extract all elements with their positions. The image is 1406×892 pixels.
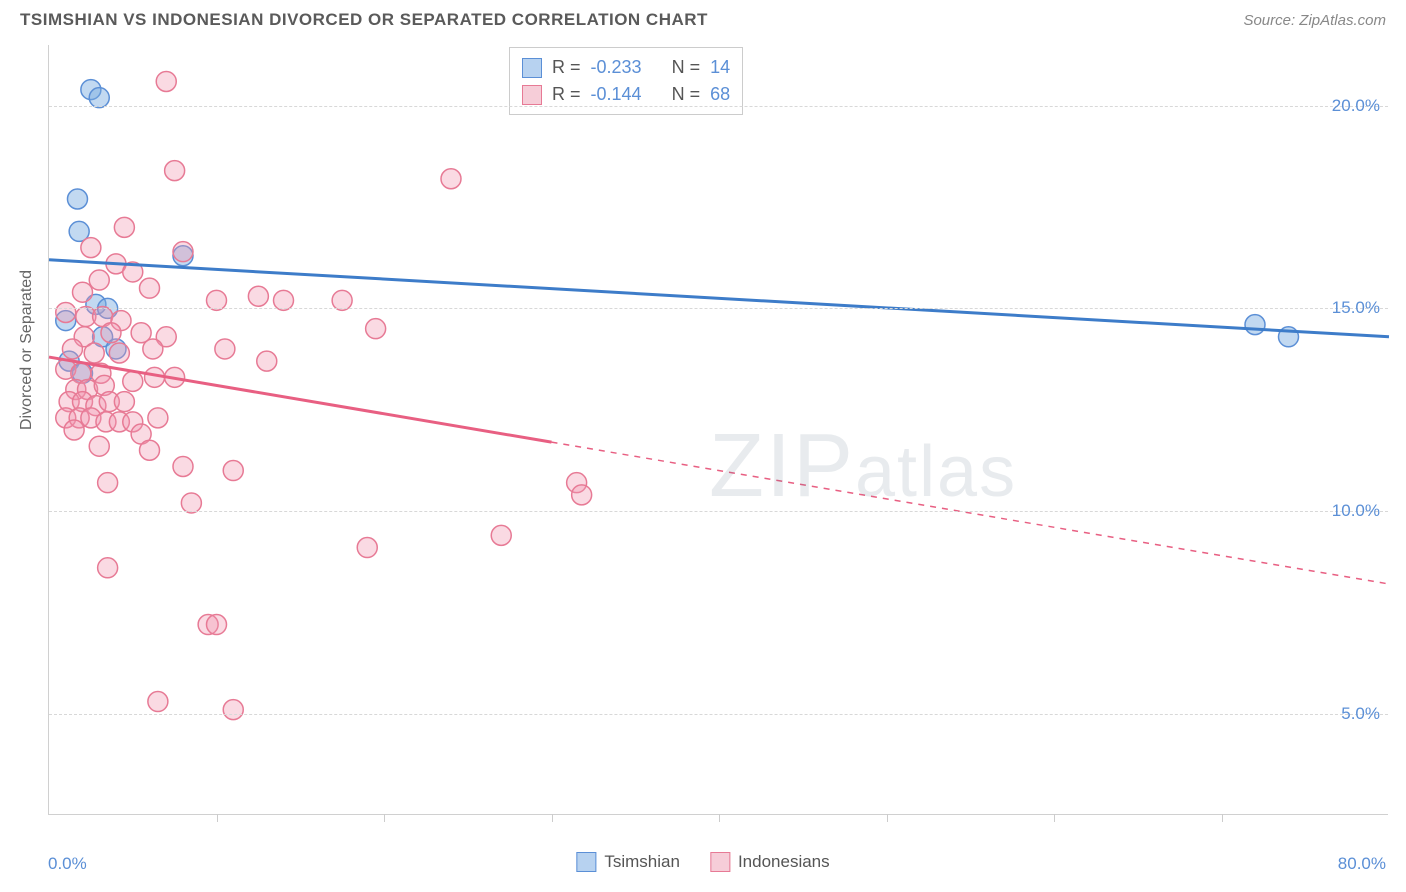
x-tick-min: 0.0%	[48, 854, 87, 874]
scatter-point	[572, 485, 592, 505]
scatter-point	[143, 339, 163, 359]
scatter-point	[101, 323, 121, 343]
chart-plot-area: ZIPatlas R = -0.233N = 14R = -0.144N = 6…	[48, 45, 1388, 815]
scatter-point	[114, 217, 134, 237]
scatter-point	[123, 371, 143, 391]
gridline	[49, 511, 1388, 512]
scatter-point	[223, 461, 243, 481]
scatter-point	[98, 473, 118, 493]
scatter-point	[140, 278, 160, 298]
legend-item: Tsimshian	[576, 852, 680, 872]
legend-swatch	[522, 58, 542, 78]
legend-series: Tsimshian Indonesians	[576, 852, 829, 872]
gridline	[49, 308, 1388, 309]
scatter-point	[173, 456, 193, 476]
scatter-point	[148, 692, 168, 712]
scatter-point	[215, 339, 235, 359]
scatter-svg	[49, 45, 1388, 814]
scatter-point	[109, 343, 129, 363]
scatter-point	[140, 440, 160, 460]
y-tick-label: 15.0%	[1332, 298, 1380, 318]
legend-swatch	[710, 852, 730, 872]
scatter-point	[165, 161, 185, 181]
chart-title: TSIMSHIAN VS INDONESIAN DIVORCED OR SEPA…	[20, 10, 708, 30]
legend-stat-row: R = -0.233N = 14	[522, 54, 730, 81]
x-tick-mark	[1222, 814, 1223, 822]
x-tick-mark	[1054, 814, 1055, 822]
legend-swatch	[522, 85, 542, 105]
x-tick-max: 80.0%	[1338, 854, 1386, 874]
x-tick-mark	[719, 814, 720, 822]
y-axis-label: Divorced or Separated	[18, 270, 36, 430]
scatter-point	[173, 242, 193, 262]
scatter-point	[64, 420, 84, 440]
trend-line-dashed	[552, 442, 1390, 584]
legend-stat-row: R = -0.144N = 68	[522, 81, 730, 108]
gridline	[49, 714, 1388, 715]
scatter-point	[257, 351, 277, 371]
scatter-point	[207, 290, 227, 310]
legend-swatch	[576, 852, 596, 872]
scatter-point	[114, 392, 134, 412]
scatter-point	[357, 538, 377, 558]
scatter-point	[56, 302, 76, 322]
scatter-point	[98, 558, 118, 578]
scatter-point	[156, 71, 176, 91]
scatter-point	[62, 339, 82, 359]
y-tick-label: 10.0%	[1332, 501, 1380, 521]
scatter-point	[248, 286, 268, 306]
x-tick-mark	[887, 814, 888, 822]
scatter-point	[491, 525, 511, 545]
x-tick-mark	[552, 814, 553, 822]
x-tick-mark	[217, 814, 218, 822]
scatter-point	[366, 319, 386, 339]
scatter-point	[84, 343, 104, 363]
scatter-point	[207, 615, 227, 635]
x-tick-mark	[384, 814, 385, 822]
scatter-point	[181, 493, 201, 513]
scatter-point	[332, 290, 352, 310]
scatter-point	[441, 169, 461, 189]
scatter-point	[67, 189, 87, 209]
scatter-point	[274, 290, 294, 310]
y-tick-label: 5.0%	[1341, 704, 1380, 724]
y-tick-label: 20.0%	[1332, 96, 1380, 116]
scatter-point	[1245, 315, 1265, 335]
scatter-point	[89, 270, 109, 290]
gridline	[49, 106, 1388, 107]
scatter-point	[81, 238, 101, 258]
scatter-point	[223, 700, 243, 720]
scatter-point	[89, 88, 109, 108]
legend-item: Indonesians	[710, 852, 830, 872]
scatter-point	[89, 436, 109, 456]
source-label: Source: ZipAtlas.com	[1243, 12, 1386, 29]
scatter-point	[73, 282, 93, 302]
scatter-point	[148, 408, 168, 428]
